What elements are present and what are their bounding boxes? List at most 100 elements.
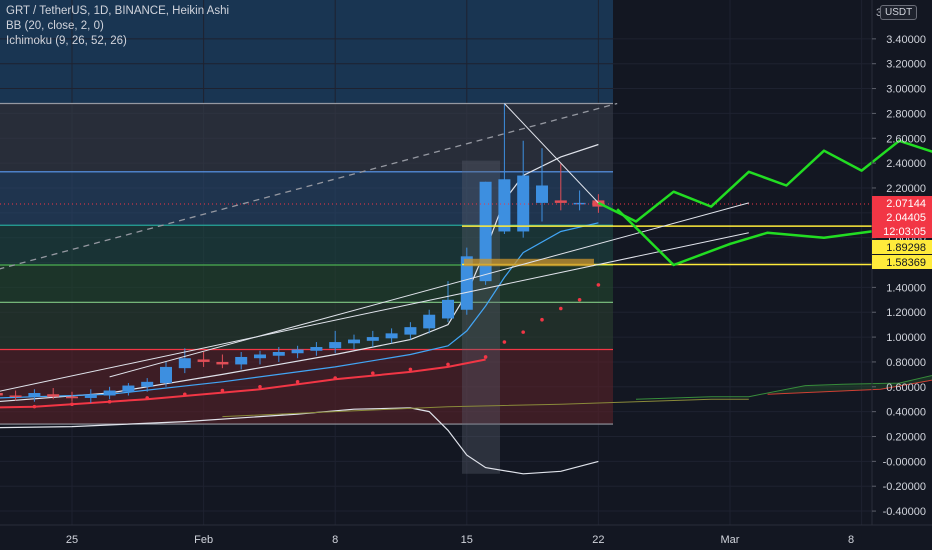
chart-legend: GRT / TetherUS, 1D, BINANCE, Heikin Ashi… (6, 4, 229, 49)
ichimoku-dot (145, 396, 149, 400)
candle-body (573, 202, 586, 205)
x-tick-label: 25 (66, 534, 78, 546)
ichimoku-span (222, 398, 749, 418)
candle-body (536, 185, 548, 203)
candle-body (460, 256, 473, 310)
zone-blue (0, 171, 613, 226)
ichimoku-dot (408, 367, 413, 372)
projection-arrow-upper (597, 139, 932, 223)
trend-line-lower (0, 232, 749, 392)
candle-body (423, 314, 436, 329)
price-label-bg (872, 224, 932, 238)
y-tick-label: 0.80000 (886, 357, 926, 369)
candle-body (442, 299, 454, 319)
candle-body (291, 349, 304, 354)
cloud-span-a (635, 374, 932, 400)
candle-body (47, 394, 60, 397)
y-tick-label: 2.20000 (886, 183, 926, 195)
retrace-line (504, 103, 599, 204)
candle-body (498, 179, 511, 232)
candle-body (28, 393, 41, 397)
ichimoku-dot (295, 380, 300, 384)
candle-body (517, 175, 530, 232)
candle-body (178, 358, 191, 369)
ichimoku-indicator-label[interactable]: Ichimoku (9, 26, 52, 26) (6, 35, 127, 47)
ichimoku-base-line (0, 358, 486, 409)
ichimoku-dot (502, 340, 507, 344)
candle-body (272, 352, 285, 356)
price-label-bg (872, 196, 932, 210)
y-tick-label: -0.20000 (883, 481, 926, 493)
candle-body (479, 181, 492, 282)
candles-layer (0, 103, 605, 403)
y-tick-label: 2.80000 (886, 108, 926, 120)
bb-lower-band (0, 407, 599, 475)
price-label-bg (872, 255, 932, 269)
price-label: 1.89298 (886, 242, 926, 254)
bb-indicator-label[interactable]: BB (20, close, 2, 0) (6, 20, 104, 32)
top-zone-bg (0, 0, 613, 103)
trend-line-upper (109, 202, 749, 378)
zone-green (0, 265, 613, 303)
ichimoku-dot (70, 402, 74, 406)
y-tick-label: 3.00000 (886, 84, 926, 96)
price-label: 2.04405 (886, 212, 926, 224)
candle-body (404, 327, 417, 335)
ichimoku-dot (483, 355, 488, 359)
candle-body (310, 347, 323, 351)
candle-body (366, 337, 379, 341)
y-tick-label: 0.20000 (886, 432, 926, 444)
candle-body (160, 366, 172, 384)
y-tick-label: 1.20000 (886, 307, 926, 319)
candle-body (0, 393, 3, 396)
x-tick-label: 8 (848, 534, 854, 546)
ichimoku-dot (32, 404, 37, 409)
candle-body (197, 359, 210, 362)
zone-red (0, 349, 613, 425)
ichimoku-dot (371, 371, 375, 375)
candle-body (385, 333, 398, 339)
y-tick-label: -0.40000 (883, 506, 926, 518)
candle-body (66, 396, 78, 399)
ichimoku-dot (521, 330, 525, 334)
cloud-span-b (767, 379, 932, 395)
candle-body (84, 394, 97, 398)
x-tick-label: Mar (721, 534, 740, 546)
candle-body (216, 361, 229, 365)
time-axis[interactable]: 25 Feb 8 15 22 Mar 8 (0, 524, 932, 546)
y-tick-label: 2.60000 (886, 133, 926, 145)
currency-unit-button[interactable]: USDT (880, 5, 918, 20)
candle-body (554, 200, 567, 203)
ichimoku-dot (183, 392, 187, 397)
price-label: 2.07144 (886, 198, 926, 210)
y-tick-label: -0.00000 (883, 456, 926, 468)
y-tick-label: 3.40000 (886, 34, 926, 46)
ichimoku-dot (596, 283, 601, 287)
ichimoku-dot (220, 388, 225, 393)
ichimoku-dot (559, 306, 563, 311)
candle-body (254, 354, 266, 359)
axis-settings-icon[interactable]: 3 (876, 7, 882, 19)
y-tick-label: 1.40000 (886, 282, 926, 294)
symbol-title[interactable]: GRT / TetherUS, 1D, BINANCE, Heikin Ashi (6, 5, 230, 17)
projection-arrow-lower (616, 208, 932, 267)
x-tick-label: 22 (592, 534, 604, 546)
ichimoku-dot (540, 317, 544, 322)
ichimoku-dot (446, 362, 450, 367)
candle-body (9, 395, 22, 397)
ichimoku-dot (577, 298, 582, 302)
x-tick-label: Feb (194, 534, 213, 546)
ichimoku-dot (107, 399, 112, 404)
y-tick-label: 2.40000 (886, 158, 926, 170)
x-tick-label: 8 (332, 534, 338, 546)
candle-body (235, 356, 248, 365)
price-axis[interactable]: 3.40000 3.20000 3.00000 2.80000 2.60000 2.400… (871, 0, 932, 525)
candle-body (122, 385, 135, 392)
price-label: 1.58369 (886, 257, 926, 269)
cloud-fill (767, 375, 932, 395)
y-tick-label: 0.60000 (886, 382, 926, 394)
zone-teal (0, 225, 613, 266)
candle-body (141, 381, 154, 387)
fib-zones-layer (0, 102, 613, 474)
